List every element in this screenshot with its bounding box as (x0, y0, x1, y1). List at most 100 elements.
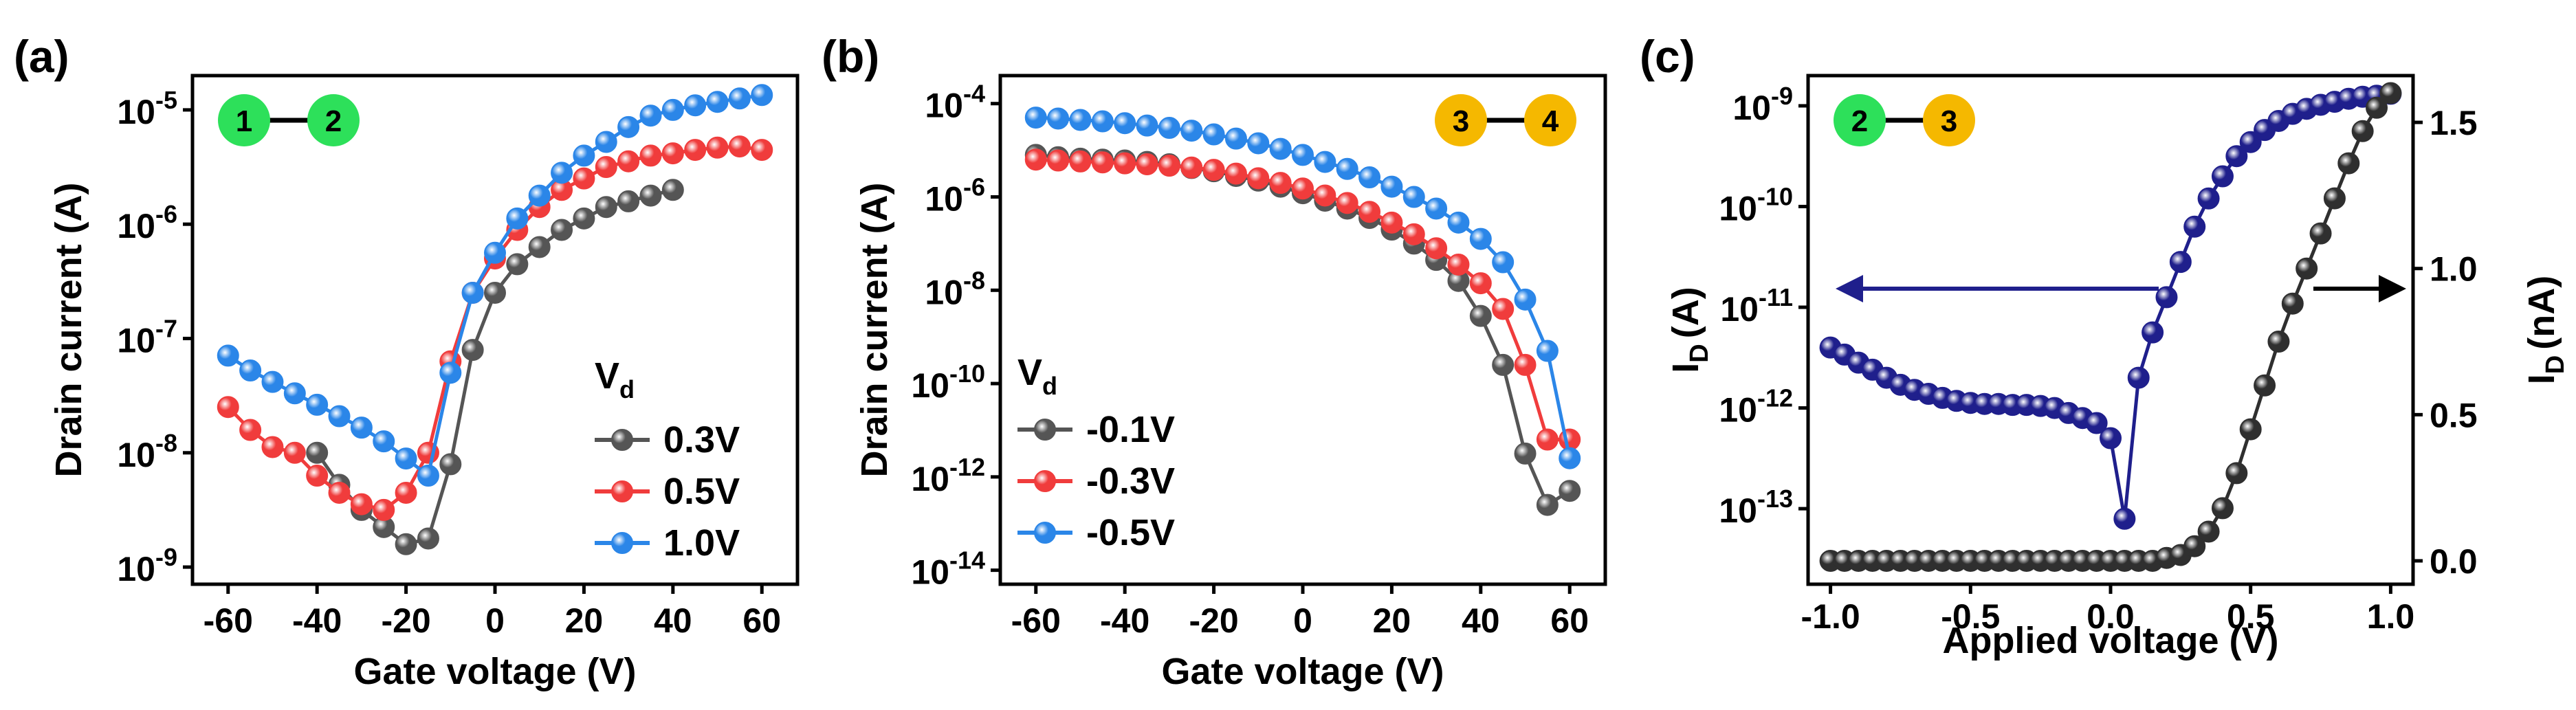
pC-series-0-point-20 (2100, 427, 2122, 450)
pB-series-2-point-6 (1158, 117, 1180, 140)
pA-series-2-point-0 (217, 344, 239, 367)
pB-series-2-point-12 (1292, 144, 1314, 166)
panel-c-node-3 (1923, 94, 1975, 146)
pA-series-2-point-15 (551, 162, 573, 184)
panel-c-frame (1806, 74, 2415, 586)
pC-series-0-point-28 (2211, 165, 2234, 188)
pB-ytick-label-3: 10-8 (925, 266, 985, 311)
pB-legend-marker-1 (1034, 470, 1056, 492)
pA-series-1-point-0 (217, 396, 239, 419)
pC-xtick-label-2: 0.0 (2087, 597, 2135, 636)
pB-ytick-label-1: 10-12 (911, 453, 985, 498)
pC-left-ytick-label-1: 10-12 (1719, 384, 1793, 430)
panel-b-xlabel: Gate voltage (V) (1161, 651, 1444, 692)
pB-series-1-point-7 (1180, 156, 1203, 179)
pA-ytick-label-3: 10-6 (117, 200, 177, 245)
pB-series-2-point-4 (1114, 112, 1136, 135)
pA-ytick-label-2: 10-7 (117, 314, 177, 359)
panel-b-legend-title: Vd (1017, 352, 1057, 400)
pB-xtick-label-1: -40 (1100, 601, 1149, 640)
pA-series-0-point-16 (661, 179, 684, 201)
pA-series-1-point-23 (728, 135, 751, 158)
pB-series-2-point-8 (1202, 123, 1225, 146)
pB-series-1-point-6 (1158, 155, 1180, 177)
pB-series-1-point-22 (1514, 353, 1537, 376)
pB-xtick-label-5: 40 (1462, 601, 1500, 640)
pB-series-2-point-17 (1402, 186, 1425, 208)
pA-xtick-label-3: 0 (485, 601, 505, 640)
pC-right-ytick-label-2: 1.0 (2430, 250, 2478, 289)
pA-series-0-point-6 (439, 453, 462, 476)
pC-series-1-point-33 (2281, 292, 2304, 315)
pA-series-2-point-16 (573, 144, 595, 167)
panel-a-xlabel: Gate voltage (V) (353, 651, 636, 692)
pC-right-ytick-label-0: 0.0 (2430, 542, 2478, 581)
pA-series-0-point-5 (417, 527, 439, 550)
pB-series-0-point-20 (1469, 304, 1492, 327)
pA-series-2-point-22 (706, 91, 729, 113)
pB-series-1-point-10 (1247, 167, 1270, 190)
pA-series-0-point-9 (506, 253, 529, 276)
pA-series-1-point-7 (373, 498, 395, 521)
pC-series-0-point-25 (2169, 251, 2192, 274)
panel-b-node-4 (1524, 94, 1576, 146)
pA-series-2-point-2 (261, 370, 284, 393)
pA-series-2-point-24 (751, 84, 773, 107)
panel-b-label: (b) (822, 31, 879, 82)
pA-series-0-point-13 (595, 196, 617, 219)
pB-series-2-point-9 (1224, 127, 1247, 150)
pB-series-2-point-2 (1069, 109, 1092, 131)
pC-xtick-label-1: -0.5 (1941, 597, 2000, 636)
pB-series-1-point-19 (1447, 253, 1470, 276)
pB-series-2-point-22 (1514, 288, 1537, 311)
pA-series-2-point-10 (439, 362, 462, 384)
pA-series-2-point-5 (328, 405, 351, 428)
pC-series-1-point-31 (2254, 374, 2276, 397)
pC-series-1-point-29 (2225, 462, 2248, 485)
pA-series-2-point-14 (528, 184, 551, 207)
pB-xtick-label-0: -60 (1011, 601, 1061, 640)
pA-ytick-label-0: 10-9 (117, 543, 177, 588)
pB-series-1-point-11 (1269, 172, 1292, 195)
panel-c-node-2-label: 2 (1851, 104, 1868, 138)
pC-series-1-point-26 (2183, 535, 2206, 557)
pC-left-ytick-label-0: 10-13 (1719, 485, 1793, 530)
pA-xtick-label-2: -20 (381, 601, 430, 640)
panel-a-node-2 (307, 94, 360, 146)
pA-legend-marker-2 (611, 532, 633, 554)
panel-c-label: (c) (1640, 31, 1695, 82)
panel-a: -60 -40 -20 0 20 40 60 10-9 10-8 10-7 10-6 10-5 (a)… (14, 31, 800, 692)
pB-series-2-point-7 (1180, 120, 1203, 142)
pC-left-ytick-label-4: 10-9 (1732, 82, 1793, 127)
pA-legend-label-2: 1.0V (663, 522, 740, 564)
pB-series-2-point-10 (1247, 132, 1270, 155)
pA-series-1-point-21 (684, 139, 707, 162)
pC-series-1-point-30 (2239, 418, 2262, 441)
pB-series-1-point-15 (1358, 201, 1381, 223)
pA-series-2-point-12 (484, 241, 506, 264)
pA-series-2-point-9 (417, 465, 439, 487)
pA-series-0-point-4 (395, 533, 417, 555)
pB-series-2-point-20 (1469, 228, 1492, 250)
pA-legend-label-1: 0.5V (663, 471, 740, 512)
pC-xtick-label-3: 0.5 (2227, 597, 2275, 636)
pB-ytick-label-4: 10-6 (925, 173, 985, 219)
panel-a-ylabel: Drain current (A) (48, 182, 89, 477)
pB-series-2-point-24 (1559, 447, 1581, 469)
pA-xtick-label-1: -40 (292, 601, 342, 640)
pB-series-2-point-13 (1314, 151, 1336, 173)
pA-series-0-point-12 (573, 207, 595, 230)
pB-series-1-point-2 (1069, 150, 1092, 173)
pB-series-1-point-1 (1047, 149, 1070, 172)
panel-b-node-4-label: 4 (1542, 104, 1559, 138)
pB-ytick-label-5: 10-4 (925, 80, 985, 125)
pC-series-0-point-23 (2142, 321, 2164, 344)
pB-ytick-label-2: 10-10 (911, 359, 985, 405)
pA-xtick-label-5: 40 (654, 601, 692, 640)
pB-series-1-point-23 (1536, 428, 1559, 451)
pB-series-0-point-23 (1536, 493, 1559, 516)
pA-series-2-point-1 (239, 359, 262, 382)
pA-series-2-point-8 (395, 447, 417, 470)
panel-c-ylabel-right: ID(nA) (2521, 276, 2570, 384)
pA-series-2-point-20 (661, 98, 684, 121)
